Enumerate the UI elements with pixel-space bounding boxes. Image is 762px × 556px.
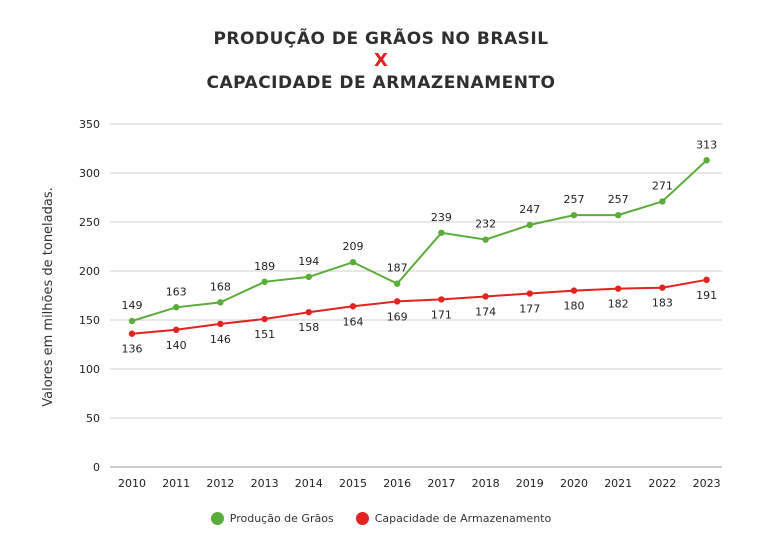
y-tick-300: 300: [79, 167, 100, 180]
data-label-s0-2015: 209: [343, 240, 364, 253]
data-label-s0-2014: 194: [298, 255, 319, 268]
point-s1-2020: [570, 287, 578, 294]
legend-label-producao: Produção de Grãos: [229, 512, 334, 525]
x-tick-2021: 2021: [604, 477, 632, 490]
point-s0-2013: [261, 278, 268, 285]
point-s0-2010: [128, 317, 136, 325]
y-axis-label: Valores em milhões de toneladas.: [41, 187, 56, 407]
legend-dot-producao: [210, 512, 224, 525]
data-label-s1-2012: 146: [210, 333, 231, 346]
legend-item-capacidade: Capacidade de Armazenamento: [355, 512, 552, 525]
chart-title: PRODUÇÃO DE GRÃOS NO BRASIL X CAPACIDADE…: [0, 28, 762, 94]
data-label-s0-2016: 187: [387, 262, 408, 275]
point-s0-2011: [173, 304, 180, 311]
point-s1-2021: [615, 285, 622, 292]
data-label-s0-2012: 168: [210, 280, 231, 293]
legend: Produção de Grãos Capacidade de Armazena…: [0, 512, 762, 525]
data-labels: 149 163 168 189 194 209 187 239 232 247 257 257 271 3…: [122, 138, 718, 355]
data-label-s0-2010: 149: [122, 299, 143, 312]
x-tick-2016: 2016: [383, 477, 411, 490]
point-s1-2013: [261, 315, 268, 323]
point-s0-2022: [659, 198, 666, 205]
data-label-s0-2020: 257: [564, 193, 585, 206]
x-tick-2023: 2023: [693, 477, 721, 490]
data-label-s1-2014: 158: [298, 321, 319, 334]
data-label-s1-2015: 164: [343, 315, 364, 328]
series-points: [128, 157, 710, 337]
point-s1-2019: [526, 290, 533, 297]
point-s1-2017: [438, 296, 445, 303]
x-tick-2018: 2018: [472, 477, 500, 490]
point-s0-2012: [217, 299, 224, 306]
point-s1-2014: [305, 308, 312, 316]
data-label-s0-2018: 232: [475, 218, 496, 231]
point-s1-2023: [703, 276, 710, 284]
data-label-s1-2022: 183: [652, 297, 673, 310]
data-label-s1-2019: 177: [519, 303, 540, 316]
y-tick-250: 250: [79, 216, 100, 229]
data-label-s1-2020: 180: [564, 300, 585, 313]
data-label-s0-2022: 271: [652, 179, 673, 192]
data-label-s0-2019: 247: [519, 203, 540, 216]
x-tick-2014: 2014: [295, 477, 323, 490]
legend-dot-capacidade: [355, 512, 369, 525]
x-tick-2011: 2011: [162, 477, 190, 490]
data-label-s1-2016: 169: [387, 310, 408, 323]
point-s0-2014: [305, 273, 312, 281]
point-s1-2018: [482, 293, 489, 300]
data-label-s1-2017: 171: [431, 308, 452, 321]
data-label-s1-2023: 191: [696, 289, 717, 302]
title-line-2: CAPACIDADE DE ARMAZENAMENTO: [206, 73, 556, 93]
point-s0-2020: [570, 211, 578, 219]
title-line-1: PRODUÇÃO DE GRÃOS NO BRASIL: [213, 29, 549, 49]
x-tick-labels: 2010 2011 2012 2013 2014 2015 2016 2017 2018 2019…: [118, 477, 721, 490]
y-tick-50: 50: [86, 412, 100, 425]
point-s1-2011: [173, 326, 180, 333]
point-s0-2023: [703, 157, 710, 164]
data-label-s1-2021: 182: [608, 298, 629, 311]
y-tick-0: 0: [93, 461, 100, 474]
x-tick-2010: 2010: [118, 477, 146, 490]
point-s0-2017: [438, 229, 445, 236]
y-tick-100: 100: [79, 363, 100, 376]
data-label-s1-2011: 140: [166, 339, 187, 352]
y-tick-labels: 0 50 100 150 200 250 300 350: [79, 118, 100, 474]
point-s0-2016: [394, 280, 401, 287]
point-s1-2010: [128, 330, 136, 337]
point-s0-2015: [349, 258, 357, 266]
point-s0-2018: [482, 236, 489, 243]
x-tick-2017: 2017: [427, 477, 455, 490]
point-s1-2016: [394, 298, 401, 305]
data-label-s0-2023: 313: [696, 138, 717, 151]
data-label-s0-2013: 189: [254, 260, 275, 273]
legend-label-capacidade: Capacidade de Armazenamento: [374, 512, 552, 525]
y-tick-200: 200: [79, 265, 100, 278]
data-label-s0-2011: 163: [166, 285, 187, 298]
point-s0-2021: [615, 211, 622, 219]
point-s0-2019: [526, 221, 533, 229]
x-tick-2015: 2015: [339, 477, 367, 490]
series-line-1: [131, 278, 707, 335]
x-tick-2013: 2013: [251, 477, 279, 490]
x-tick-2020: 2020: [560, 477, 588, 490]
data-label-s1-2010: 136: [122, 343, 143, 356]
data-label-s0-2021: 257: [608, 193, 629, 206]
x-tick-2022: 2022: [648, 477, 676, 490]
data-label-s1-2013: 151: [254, 328, 275, 341]
title-x: X: [374, 50, 388, 71]
point-s1-2022: [659, 284, 666, 291]
grid-lines: [110, 123, 722, 468]
data-label-s0-2017: 239: [431, 211, 452, 224]
series-lines: [131, 159, 708, 335]
data-label-s1-2018: 174: [475, 305, 496, 318]
x-tick-2012: 2012: [206, 477, 234, 490]
y-tick-150: 150: [79, 314, 100, 327]
legend-item-producao: Produção de Grãos: [210, 512, 334, 525]
point-s1-2012: [217, 320, 224, 328]
series-line-0: [131, 159, 708, 322]
x-tick-2019: 2019: [516, 477, 544, 490]
point-s1-2015: [349, 303, 357, 310]
y-tick-350: 350: [79, 118, 100, 131]
